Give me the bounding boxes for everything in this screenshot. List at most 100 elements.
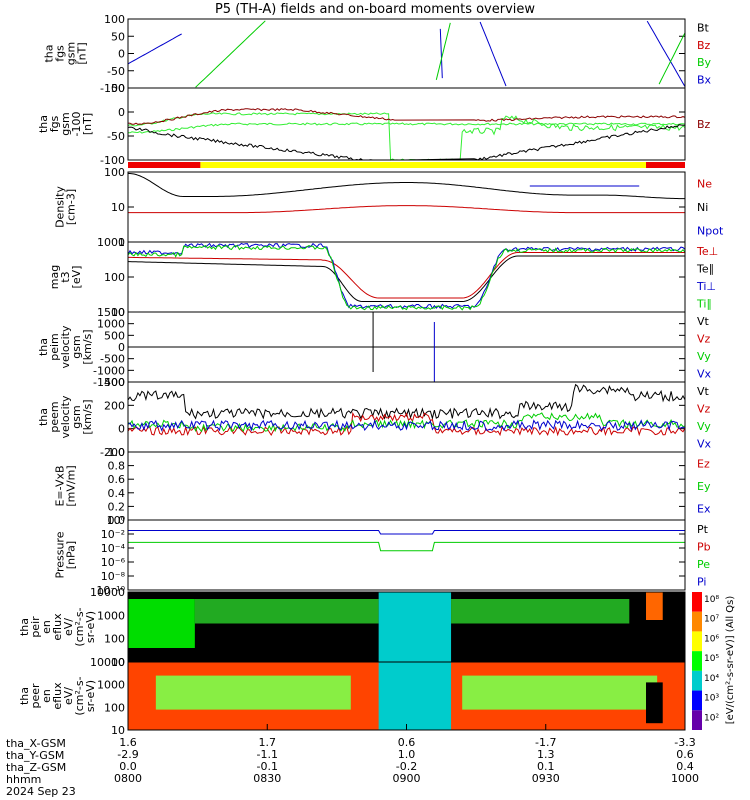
series-by-lim (127, 122, 686, 134)
ytick-label-efield-5: 0.0 (108, 514, 126, 527)
ytick-label-fgs_gsm_lim-1: 0 (118, 106, 125, 119)
ylabel-fgs_gsm-1: fgs (54, 45, 67, 62)
ytick-label-peir-1: 1000 (97, 609, 125, 622)
ylabel-density-0: Density (54, 186, 67, 228)
series-bx-late (479, 21, 507, 87)
ylabel-peir-3: eflux (51, 613, 64, 641)
ytick-label-peim_vel-1: 1000 (97, 318, 125, 331)
ytick-label-peem_vel-3: -200 (100, 446, 125, 459)
ytick-label-peim_vel-0: 1500 (97, 306, 125, 319)
colorbar-segment-3 (692, 651, 702, 671)
spectrogram-peer-band-1 (155, 675, 351, 710)
ylabel-temp-0: mag (48, 265, 61, 289)
colorbar-segment-0 (692, 592, 702, 612)
legend-efield-2: Ex (697, 503, 711, 516)
ytick-label-temp-1: 100 (104, 271, 125, 284)
ytick-label-pressure-1: 10⁻² (101, 528, 125, 541)
series-bt-lim (127, 124, 686, 161)
series-ti-par (127, 244, 686, 311)
spectrogram-peir-band-4 (451, 599, 630, 624)
ytick-label-peer-1: 1000 (97, 679, 125, 692)
xtick-label-1: 0830 (253, 772, 281, 785)
series-by-mid (195, 20, 266, 88)
ylabel-peer-0: tha (18, 687, 31, 705)
ylabel-peim_vel-2: velocity (59, 325, 72, 368)
ylabel-peir-6: sr-eV) (84, 611, 97, 643)
ytick-label-peem_vel-1: 200 (104, 399, 125, 412)
ylabel-peir-0: tha (18, 618, 31, 636)
ylabel-peer-6: sr-eV) (84, 680, 97, 712)
ytick-label-fgs_gsm-1: 50 (111, 30, 125, 43)
ytick-label-pressure-3: 10⁻⁶ (101, 556, 126, 569)
ylabel-peir-1: peir (29, 616, 42, 638)
ytick-label-peir-0: 10000 (90, 586, 125, 599)
ytick-label-efield-2: 0.6 (108, 473, 126, 486)
series-by-b (435, 22, 451, 81)
ytick-label-peir-3: 10 (111, 656, 125, 669)
date-label: 2024 Sep 23 (6, 785, 76, 798)
ephem-y-1: -1.1 (257, 748, 278, 761)
series-peem-vt (127, 383, 686, 421)
spectrogram-peir (128, 592, 685, 662)
series-pe (128, 541, 685, 552)
ylabel-peer-2: en (40, 689, 53, 703)
ytick-label-efield-4: 0.2 (108, 500, 126, 513)
ylabel-peim_vel-4: [km/s] (81, 329, 94, 364)
ylabel-temp-1: t3 (59, 271, 72, 282)
series-bx-start (127, 33, 182, 65)
ytick-label-efield-0: 1.0 (108, 446, 126, 459)
colorbar-segment-6 (692, 710, 702, 730)
ylabel-peer-3: eflux (51, 682, 64, 710)
spectrogram-peer (128, 662, 685, 730)
ytick-label-temp-0: 1000 (97, 236, 125, 249)
ephem-y-2: 1.0 (398, 748, 416, 761)
colorbar-tick-5: 10³ (704, 694, 719, 704)
colorbar-tick-2: 10⁶ (704, 634, 719, 644)
legend-efield-0: Ez (697, 457, 710, 470)
series-by-end (658, 32, 686, 85)
spectrogram-peer-band-4 (646, 682, 663, 724)
ylabel-peim_vel-3: gsm (70, 335, 83, 358)
ylabel-fgs_gsm-2: gsm (65, 42, 78, 65)
status-bar-red-end (646, 162, 685, 168)
legend-fgs_gsm-3: Bx (697, 73, 712, 86)
series-te-perp (128, 252, 685, 299)
ephem-y-0: -2.9 (117, 748, 138, 761)
colorbar-tick-4: 10⁴ (704, 674, 719, 684)
panel-frame-1 (127, 87, 686, 161)
ytick-label-efield-3: 0.4 (108, 487, 126, 500)
ylabel-peer-5: (cm²-s- (73, 676, 86, 715)
series-ni (127, 172, 685, 200)
ylabel-peim_vel-1: peim (48, 333, 61, 361)
spectrogram-peir-band-3 (378, 592, 452, 662)
ytick-label-peim_vel-4: -500 (100, 353, 125, 366)
ytick-label-pressure-2: 10⁻⁴ (101, 542, 126, 555)
panel-fgs_gsm (128, 18, 685, 89)
legend-peem_vel-0: Vt (697, 385, 710, 398)
ylabel-efield-1: [mV/m] (65, 465, 78, 506)
ephem-x-4: -3.3 (674, 736, 695, 749)
ephem-label-y: tha_Y-GSM (6, 749, 65, 762)
ylabel-efield-0: E=-VxB (54, 465, 67, 506)
ytick-label-peim_vel-5: -1000 (93, 364, 125, 377)
legend-temp-2: Ti⊥ (696, 280, 716, 293)
colorbar-segment-5 (692, 690, 702, 711)
status-bar-yellow (200, 162, 647, 168)
series-ne (128, 205, 685, 214)
spectrogram-peir-band-2 (194, 599, 379, 624)
legend-pressure-2: Pe (697, 558, 710, 571)
legend-density-1: Ni (697, 201, 708, 214)
ytick-label-efield-1: 0.8 (108, 460, 126, 473)
colorbar-tick-3: 10⁵ (704, 654, 719, 664)
panel-frame-7 (127, 519, 686, 591)
ytick-label-density-1: 10 (111, 201, 125, 214)
legend-peem_vel-1: Vz (697, 402, 711, 415)
series-ti-perp (127, 242, 686, 310)
legend-efield-1: Ey (697, 480, 711, 493)
ylabel-peer-4: eV/ (62, 687, 75, 705)
legend-peim_vel-2: Vy (697, 350, 711, 363)
legend-temp-1: Te∥ (696, 262, 714, 275)
ytick-label-peer-0: 10000 (90, 656, 125, 669)
time-label: hhmm (6, 773, 42, 786)
